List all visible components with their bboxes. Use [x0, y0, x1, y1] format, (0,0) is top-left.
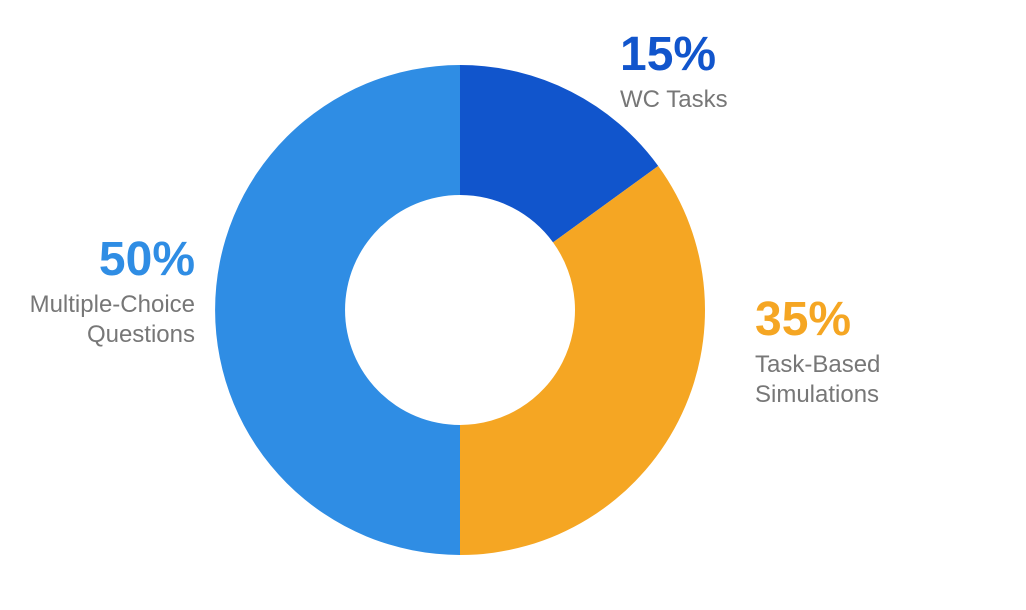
label-task-sims-percent: 35% — [755, 290, 880, 350]
label-mc-questions-desc: Multiple-Choice — [5, 290, 195, 320]
label-wc-tasks-desc: WC Tasks — [620, 85, 728, 115]
slice-mc-questions — [215, 65, 460, 555]
label-task-sims: 35%Task-BasedSimulations — [755, 290, 880, 410]
label-task-sims-desc: Simulations — [755, 380, 880, 410]
slice-task-sims — [460, 166, 705, 555]
label-mc-questions-percent: 50% — [5, 230, 195, 290]
label-task-sims-desc: Task-Based — [755, 350, 880, 380]
donut-chart: 15%WC Tasks 35%Task-BasedSimulations 50%Mu… — [0, 0, 1026, 610]
label-wc-tasks: 15%WC Tasks — [620, 25, 728, 115]
label-mc-questions-desc: Questions — [5, 320, 195, 350]
label-wc-tasks-percent: 15% — [620, 25, 728, 85]
label-mc-questions: 50%Multiple-ChoiceQuestions — [5, 230, 195, 350]
